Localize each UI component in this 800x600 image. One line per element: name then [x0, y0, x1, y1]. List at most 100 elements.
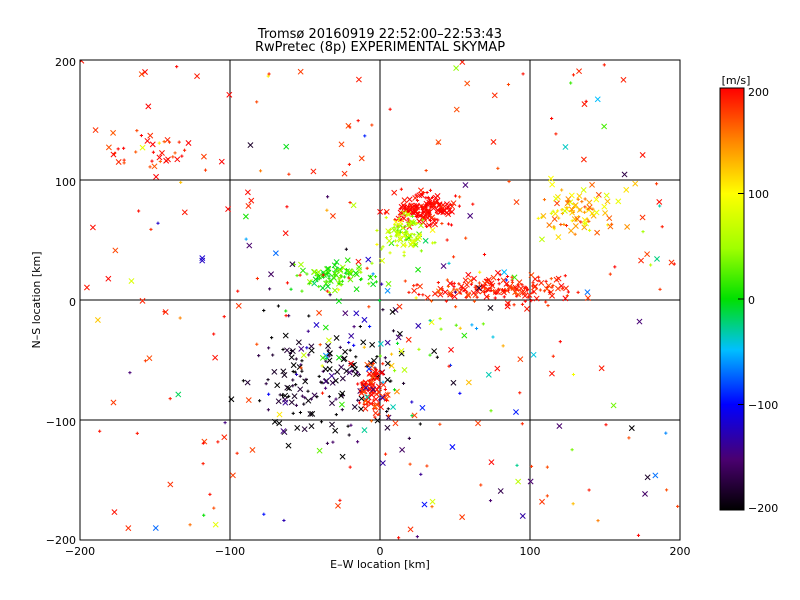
scatter-point: [462, 182, 469, 189]
scatter-point: [440, 263, 447, 269]
scatter-point: [391, 189, 398, 196]
scatter-point: [194, 73, 201, 80]
scatter-point: [331, 287, 338, 294]
scatter-point: [448, 346, 454, 353]
scatter-point: [174, 156, 181, 163]
scatter-point: [497, 282, 501, 286]
scatter-point: [435, 288, 442, 295]
scatter-point: [339, 453, 346, 460]
scatter-point: [526, 292, 533, 298]
scatter-point: [377, 412, 381, 416]
scatter-point: [553, 195, 559, 202]
scatter-point: [401, 226, 405, 230]
scatter-point: [395, 334, 402, 341]
scatter-point: [405, 211, 412, 218]
scatter-point: [398, 237, 402, 242]
scatter-point: [414, 236, 421, 243]
x-ticks: −200 −100 0 100 200: [65, 545, 691, 558]
scatter-point: [506, 82, 511, 87]
scatter-point: [487, 305, 494, 311]
scatter-point: [142, 69, 148, 75]
scatter-point: [453, 305, 458, 309]
scatter-point: [272, 250, 279, 257]
scatter-point: [571, 372, 576, 377]
scatter-point: [539, 498, 545, 505]
scatter-point: [165, 156, 171, 163]
scatter-point: [300, 394, 304, 398]
scatter-point: [406, 232, 412, 239]
scatter-point: [370, 386, 376, 393]
scatter-point: [434, 198, 441, 205]
y-ticks: 200 100 0 −100 −200: [46, 56, 76, 547]
scatter-point: [80, 60, 85, 64]
scatter-point: [660, 225, 664, 229]
scatter-point: [98, 429, 102, 433]
scatter-point: [271, 368, 278, 375]
scatter-point: [280, 393, 285, 397]
scatter-point: [334, 412, 338, 417]
scatter-point: [560, 208, 564, 212]
scatter-point: [374, 369, 381, 376]
scatter-point: [515, 478, 522, 485]
scatter-point: [572, 202, 579, 209]
scatter-point: [447, 280, 454, 287]
scatter-point: [294, 403, 299, 407]
scatter-point: [374, 417, 381, 424]
scatter-point: [293, 370, 297, 374]
scatter-point: [322, 324, 329, 331]
scatter-point: [271, 353, 275, 357]
scatter-point: [523, 299, 527, 303]
scatter-point: [608, 272, 612, 276]
scatter-point: [177, 140, 181, 144]
scatter-point: [410, 219, 417, 226]
scatter-point: [425, 203, 429, 207]
scatter-point: [297, 386, 304, 393]
scatter-point: [538, 288, 542, 292]
scatter-point: [406, 217, 410, 221]
scatter-point: [412, 233, 416, 237]
scatter-point: [342, 348, 349, 355]
scatter-point: [320, 391, 325, 395]
scatter-point: [112, 247, 119, 254]
scatter-point: [309, 397, 313, 401]
scatter-point: [429, 223, 433, 227]
scatter-point: [502, 295, 506, 299]
scatter-point: [369, 341, 376, 348]
scatter-point: [497, 488, 504, 494]
scatter-point: [331, 270, 338, 277]
scatter-point: [110, 129, 117, 136]
scatter-point: [386, 414, 391, 418]
scatter-point: [560, 188, 564, 192]
scatter-point: [543, 285, 550, 292]
scatter-point: [467, 277, 474, 284]
scatter-point: [551, 209, 555, 213]
scatter-point: [436, 280, 440, 285]
scatter-point: [343, 275, 347, 279]
scatter-point: [307, 410, 314, 417]
scatter-point: [583, 205, 587, 209]
scatter-point: [188, 523, 192, 527]
scatter-point: [156, 154, 163, 161]
scatter-point: [139, 133, 144, 138]
scatter-point: [373, 396, 379, 403]
scatter-point: [426, 210, 430, 214]
scatter-point: [352, 270, 359, 277]
scatter-point: [636, 533, 641, 538]
scatter-point: [478, 270, 482, 274]
scatter-point: [491, 289, 496, 293]
scatter-point: [284, 347, 290, 354]
scatter-point: [411, 287, 418, 294]
scatter-point: [331, 440, 335, 444]
scatter-point: [285, 442, 292, 449]
scatter-point: [392, 219, 399, 226]
scatter-point: [358, 155, 365, 162]
scatter-point: [392, 368, 397, 373]
scatter-point: [201, 441, 206, 445]
scatter-point: [607, 223, 614, 230]
y-tick-label: 200: [55, 56, 76, 69]
scatter-point: [459, 288, 463, 292]
scatter-point: [376, 389, 383, 396]
scatter-point: [247, 142, 254, 149]
scatter-point: [613, 265, 617, 269]
scatter-point: [414, 193, 418, 197]
